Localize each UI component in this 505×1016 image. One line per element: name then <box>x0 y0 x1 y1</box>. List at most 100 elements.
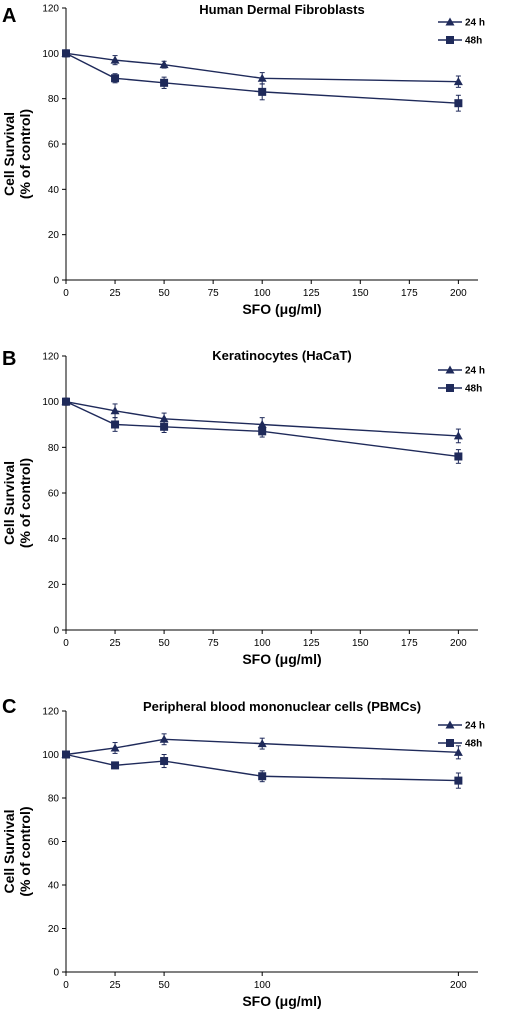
y-axis-label: (% of control) <box>17 806 33 896</box>
data-point <box>160 422 169 431</box>
y-tick-label: 100 <box>42 750 59 761</box>
data-point <box>159 414 169 423</box>
y-tick-label: 20 <box>48 230 60 241</box>
data-point <box>257 739 267 748</box>
y-tick-label: 120 <box>42 4 59 15</box>
y-axis-label: (% of control) <box>17 458 33 548</box>
x-tick-label: 100 <box>254 288 271 299</box>
data-point <box>257 73 267 82</box>
y-tick-label: 80 <box>48 94 60 105</box>
y-tick-label: 120 <box>42 707 59 718</box>
legend-label: 48h <box>465 739 482 750</box>
y-tick-label: 40 <box>48 534 60 545</box>
legend-marker <box>446 384 454 392</box>
x-tick-label: 125 <box>303 288 320 299</box>
chart-title: Keratinocytes (HaCaT) <box>212 348 351 363</box>
data-point <box>159 734 169 743</box>
data-point <box>110 743 120 752</box>
y-axis-label: (% of control) <box>17 109 33 199</box>
legend: 24 h 48h <box>438 720 485 750</box>
legend-label: 48h <box>465 36 482 47</box>
legend-label: 48h <box>465 384 482 395</box>
chart-title: Human Dermal Fibroblasts <box>199 2 364 17</box>
data-point <box>453 431 463 440</box>
data-point <box>111 420 120 429</box>
legend-marker <box>446 739 454 747</box>
legend-marker <box>445 365 455 374</box>
x-tick-label: 75 <box>208 638 220 649</box>
y-tick-label: 100 <box>42 397 59 408</box>
legend-label: 24 h <box>465 366 485 377</box>
y-tick-label: 20 <box>48 580 60 591</box>
legend-marker <box>445 720 455 729</box>
data-point <box>258 427 267 436</box>
data-point <box>62 397 70 406</box>
y-axis-label: Cell Survival <box>1 809 17 893</box>
x-tick-label: 25 <box>109 980 121 991</box>
chart-title: Peripheral blood mononuclear cells (PBMC… <box>143 699 421 714</box>
x-tick-label: 50 <box>159 638 171 649</box>
y-tick-label: 60 <box>48 140 60 151</box>
y-tick-label: 40 <box>48 881 60 892</box>
y-tick-label: 80 <box>48 443 60 454</box>
legend: 24 h 48h <box>438 365 485 395</box>
y-tick-label: 80 <box>48 794 60 805</box>
x-tick-label: 50 <box>159 288 171 299</box>
x-tick-label: 0 <box>63 288 69 299</box>
x-tick-label: 200 <box>450 288 467 299</box>
y-tick-label: 0 <box>53 626 59 637</box>
data-point <box>62 750 70 759</box>
x-axis-label: SFO (μg/ml) <box>242 651 321 667</box>
legend-label: 24 h <box>465 18 485 29</box>
x-tick-label: 150 <box>352 638 369 649</box>
legend-label: 24 h <box>465 721 485 732</box>
x-tick-label: 0 <box>63 980 69 991</box>
data-point <box>110 406 120 415</box>
y-axis-label: Cell Survival <box>1 461 17 545</box>
x-tick-label: 50 <box>159 980 171 991</box>
x-tick-label: 150 <box>352 288 369 299</box>
y-tick-label: 0 <box>53 276 59 287</box>
y-tick-label: 60 <box>48 489 60 500</box>
x-tick-label: 100 <box>254 638 271 649</box>
chart-panel-c: C Peripheral blood mononuclear cells (PBM… <box>1 696 485 1009</box>
data-point <box>110 55 120 64</box>
data-point <box>160 757 169 766</box>
data-point <box>454 452 463 461</box>
x-axis-label: SFO (μg/ml) <box>242 301 321 317</box>
panel-letter: C <box>2 696 16 718</box>
legend: 24 h 48h <box>438 17 485 47</box>
x-tick-label: 25 <box>109 638 121 649</box>
data-point <box>62 49 70 58</box>
x-tick-label: 125 <box>303 638 320 649</box>
data-point <box>453 747 463 756</box>
data-point <box>111 74 120 83</box>
y-tick-label: 120 <box>42 352 59 363</box>
panel-letter: B <box>2 348 16 370</box>
x-tick-label: 0 <box>63 638 69 649</box>
x-tick-label: 100 <box>254 980 271 991</box>
legend-marker <box>446 36 454 44</box>
chart-panel-b: B Keratinocytes (HaCaT) 0 20 40 60 80 100 120 0 25… <box>1 348 485 667</box>
series-48h <box>62 397 463 464</box>
data-point <box>111 761 120 770</box>
data-point <box>258 772 267 781</box>
data-point <box>453 77 463 86</box>
y-tick-label: 40 <box>48 185 60 196</box>
panel-letter: A <box>2 5 16 27</box>
y-axis-label: Cell Survival <box>1 112 17 196</box>
x-tick-label: 75 <box>208 288 220 299</box>
x-tick-label: 175 <box>401 288 418 299</box>
data-point <box>159 60 169 69</box>
data-point <box>258 87 267 96</box>
series-48h <box>62 750 463 789</box>
series-48h <box>62 49 463 112</box>
chart-panel-a: A Human Dermal Fibroblasts 0 20 40 60 80 100 120… <box>1 2 485 317</box>
x-axis-label: SFO (μg/ml) <box>242 993 321 1009</box>
x-tick-label: 200 <box>450 638 467 649</box>
x-tick-label: 175 <box>401 638 418 649</box>
x-tick-label: 25 <box>109 288 121 299</box>
data-point <box>160 78 169 87</box>
